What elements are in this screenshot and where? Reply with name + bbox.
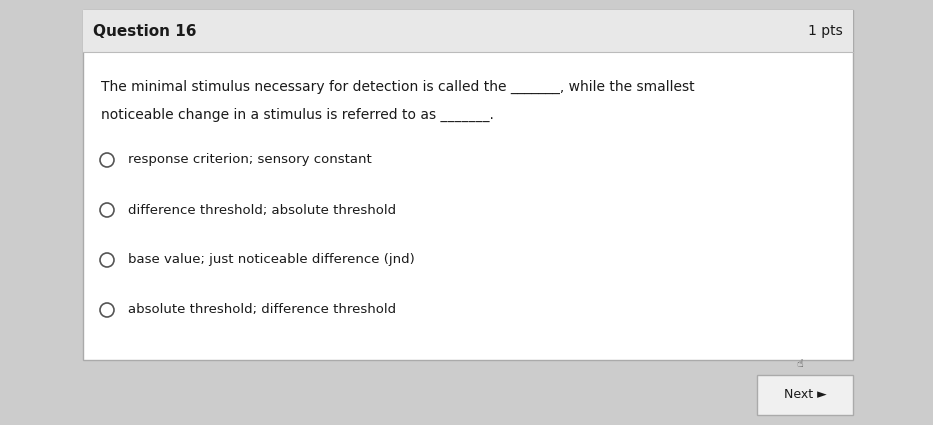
Text: 1 pts: 1 pts	[808, 24, 843, 38]
Text: noticeable change in a stimulus is referred to as _______.: noticeable change in a stimulus is refer…	[101, 108, 494, 122]
Text: Next ►: Next ►	[784, 388, 827, 402]
Text: ☝: ☝	[797, 359, 803, 369]
Text: Question 16: Question 16	[93, 23, 197, 39]
Text: The minimal stimulus necessary for detection is called the _______, while the sm: The minimal stimulus necessary for detec…	[101, 80, 695, 94]
FancyBboxPatch shape	[83, 10, 853, 360]
Text: base value; just noticeable difference (jnd): base value; just noticeable difference (…	[128, 253, 415, 266]
Text: difference threshold; absolute threshold: difference threshold; absolute threshold	[128, 204, 397, 216]
FancyBboxPatch shape	[83, 10, 853, 52]
Text: response criterion; sensory constant: response criterion; sensory constant	[128, 153, 371, 167]
Text: absolute threshold; difference threshold: absolute threshold; difference threshold	[128, 303, 397, 317]
FancyBboxPatch shape	[757, 375, 853, 415]
